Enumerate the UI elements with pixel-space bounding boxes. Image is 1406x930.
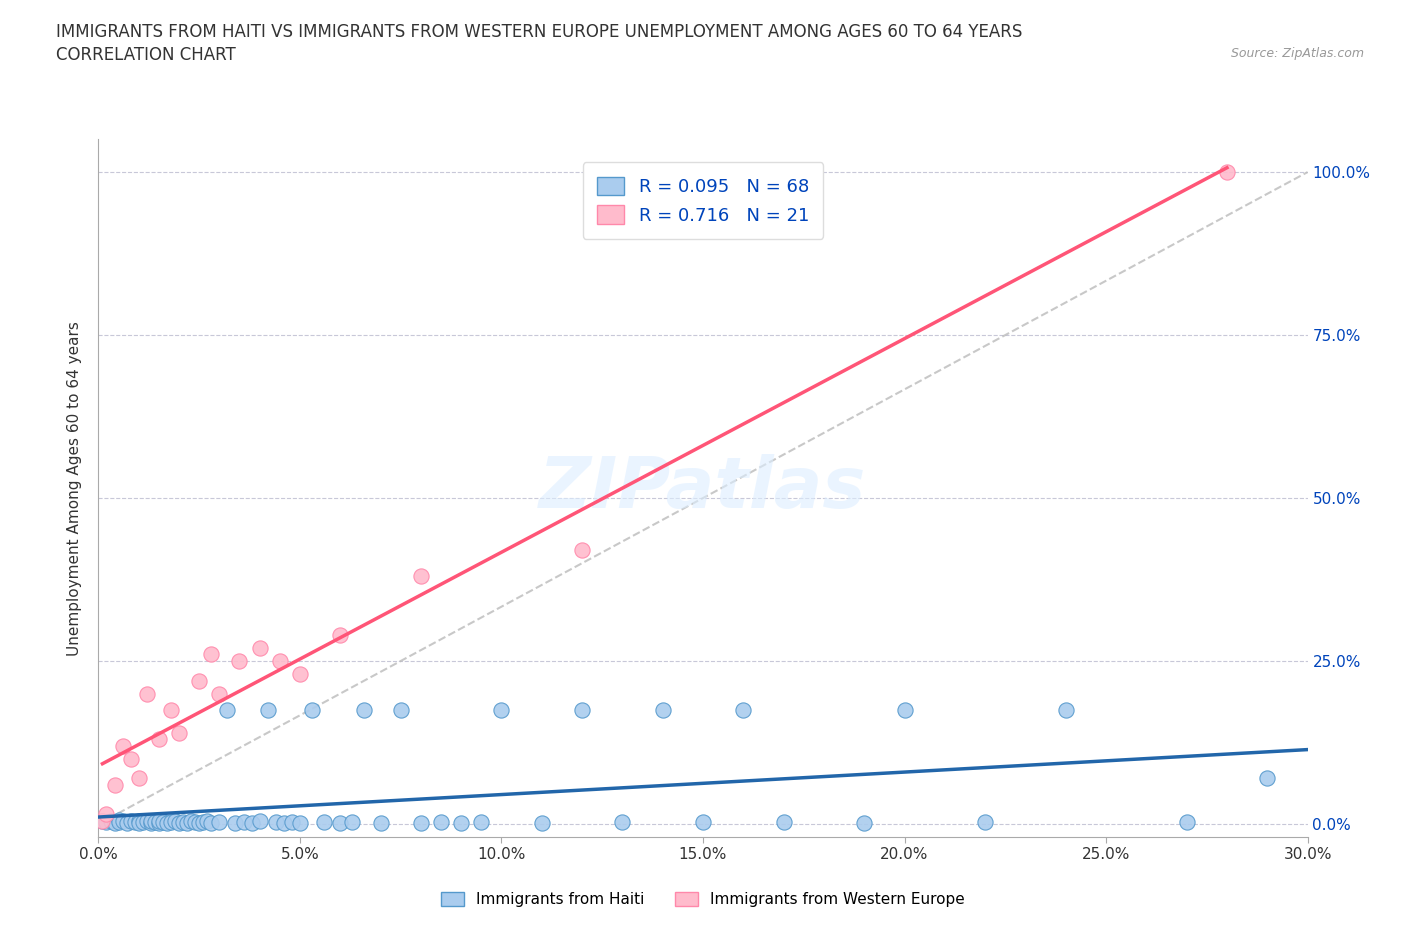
Point [256,702,278,717]
Point [91,813,114,828]
Point [176,816,198,830]
Point [240,816,263,830]
Point [195,814,218,829]
Point [132,815,155,830]
Legend: Immigrants from Haiti, Immigrants from Western Europe: Immigrants from Haiti, Immigrants from W… [434,885,972,913]
Y-axis label: Unemployment Among Ages 60 to 64 years: Unemployment Among Ages 60 to 64 years [67,321,83,656]
Point [571,702,593,717]
Point [314,815,336,830]
Point [281,815,304,830]
Point [156,816,179,830]
Point [329,816,352,830]
Point [288,816,311,830]
Point [91,813,114,828]
Point [301,702,323,717]
Point [143,815,166,830]
Point [692,815,714,830]
Point [148,814,170,829]
Point [530,816,553,830]
Point [139,816,162,830]
Point [128,816,150,830]
Point [389,702,412,717]
Point [188,673,211,688]
Point [208,686,231,701]
Point [370,816,392,830]
Point [200,647,222,662]
Point [96,815,118,830]
Point [430,815,453,830]
Point [329,628,352,643]
Point [193,815,215,830]
Point [651,702,673,717]
Point [96,806,118,821]
Point [120,813,142,828]
Point [124,815,146,830]
Point [167,725,190,740]
Point [1175,815,1198,830]
Point [167,816,190,830]
Point [172,815,194,830]
Point [273,816,295,830]
Point [188,816,211,830]
Point [450,816,472,830]
Point [1256,771,1278,786]
Point [148,816,170,830]
Text: IMMIGRANTS FROM HAITI VS IMMIGRANTS FROM WESTERN EUROPE UNEMPLOYMENT AMONG AGES : IMMIGRANTS FROM HAITI VS IMMIGRANTS FROM… [56,23,1022,41]
Point [135,814,157,829]
Point [111,738,134,753]
Point [107,815,129,830]
Point [139,813,162,828]
Point [853,816,876,830]
Point [148,732,170,747]
Point [353,702,375,717]
Point [249,641,271,656]
Point [200,816,222,830]
Point [128,771,150,786]
Point [115,816,138,830]
Text: CORRELATION CHART: CORRELATION CHART [56,46,236,64]
Point [232,815,254,830]
Point [409,816,432,830]
Point [217,702,239,717]
Point [409,569,432,584]
Legend: R = 0.095   N = 68, R = 0.716   N = 21: R = 0.095 N = 68, R = 0.716 N = 21 [582,163,824,239]
Point [772,815,794,830]
Point [733,702,755,717]
Point [228,654,250,669]
Point [180,814,202,829]
Point [120,751,142,766]
Text: Source: ZipAtlas.com: Source: ZipAtlas.com [1230,46,1364,60]
Point [184,815,207,830]
Point [152,815,174,830]
Point [128,814,150,829]
Point [264,815,287,830]
Point [103,777,125,792]
Text: ZIPatlas: ZIPatlas [540,454,866,523]
Point [135,686,157,701]
Point [100,814,122,829]
Point [974,815,997,830]
Point [163,814,186,829]
Point [1054,702,1077,717]
Point [224,816,246,830]
Point [612,815,634,830]
Point [160,702,183,717]
Point [342,815,364,830]
Point [103,816,125,830]
Point [491,702,513,717]
Point [893,702,915,717]
Point [111,814,134,829]
Point [208,815,231,830]
Point [107,813,129,828]
Point [470,815,492,830]
Point [571,543,593,558]
Point [1216,165,1239,179]
Point [269,654,291,669]
Point [160,815,183,830]
Point [288,667,311,682]
Point [249,814,271,829]
